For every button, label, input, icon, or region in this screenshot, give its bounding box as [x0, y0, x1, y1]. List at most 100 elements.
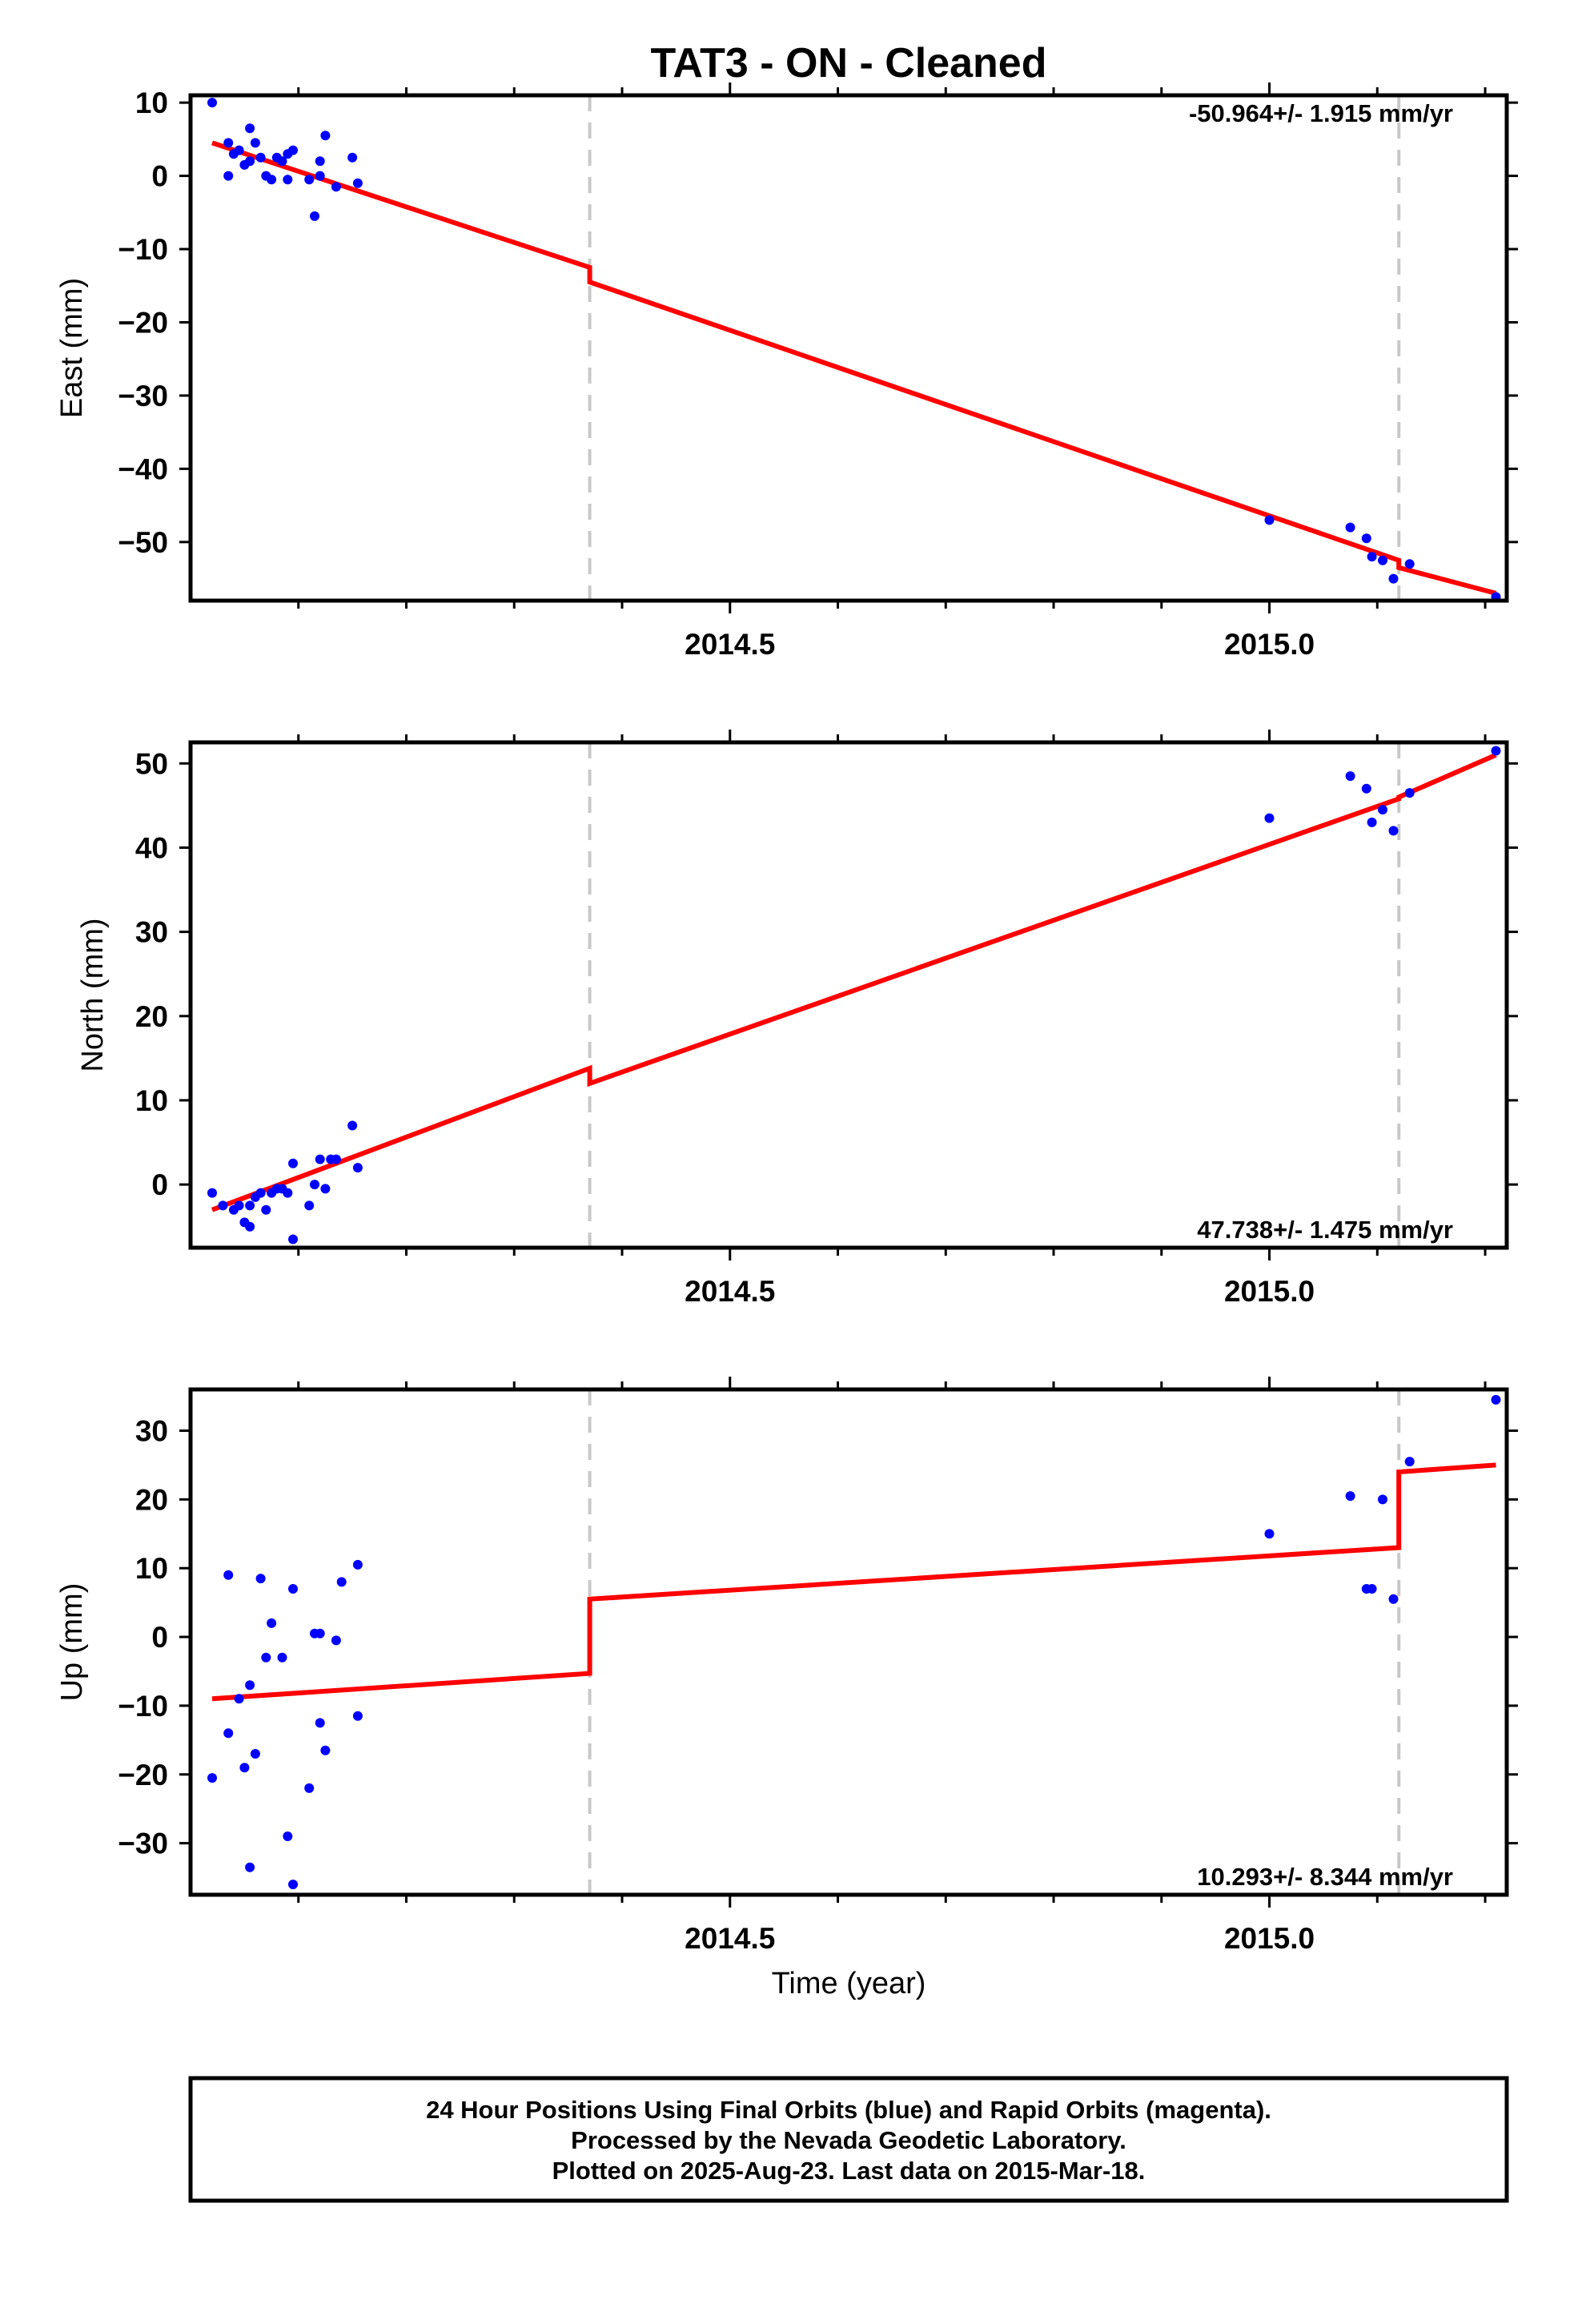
east-data-point — [304, 175, 315, 185]
north-data-point — [234, 1200, 244, 1211]
north-model-line — [211, 753, 1497, 1212]
east-data-point — [1388, 573, 1399, 584]
north-data-point — [310, 1180, 319, 1190]
up-panel: 2014.5 2015.0 30 20 10 0 −10 −20 −30 Up (mm) 10.29… — [55, 1377, 1518, 1955]
up-data-point — [223, 1728, 234, 1739]
north-data-point — [1367, 817, 1377, 827]
east-data-point — [245, 123, 255, 134]
up-data-point — [277, 1652, 287, 1663]
north-panel: 2014.5 2015.0 50 40 30 20 10 0 North (mm) 47.738+… — [76, 730, 1518, 1308]
up-data-point — [1404, 1457, 1415, 1467]
up-data-point — [304, 1783, 315, 1793]
north-data-point — [218, 1200, 228, 1211]
up-data-point — [234, 1694, 244, 1704]
up-data-point — [336, 1577, 347, 1587]
north-data-point — [255, 1188, 266, 1198]
north-y-tick-label: 50 — [135, 747, 168, 780]
north-data-point — [315, 1154, 325, 1164]
x-axis-label: Time (year) — [772, 1967, 926, 2000]
east-data-point — [250, 138, 260, 148]
north-y-tick-label: 30 — [135, 916, 168, 949]
east-data-point — [315, 156, 325, 167]
east-x-tick-label: 2014.5 — [685, 628, 775, 661]
east-data-point — [255, 152, 266, 163]
north-frame — [188, 740, 1509, 1250]
north-data-point — [1404, 788, 1415, 798]
up-data-point — [1388, 1594, 1399, 1604]
up-data-point — [239, 1763, 250, 1773]
up-y-tick-label: −20 — [118, 1759, 168, 1791]
up-rate-label: 10.293+/- 8.344 mm/yr — [1197, 1863, 1453, 1891]
north-y-tick-label: 0 — [151, 1168, 168, 1201]
east-data-point — [288, 145, 298, 155]
east-data-point — [245, 156, 255, 167]
east-y-tick-label: 0 — [151, 160, 168, 193]
east-data-point — [1264, 515, 1275, 525]
east-data-point — [320, 131, 331, 141]
up-data-point — [250, 1749, 260, 1759]
north-data-point — [352, 1163, 363, 1173]
east-data-point — [283, 175, 293, 185]
north-rate-label: 47.738+/- 1.475 mm/yr — [1197, 1216, 1453, 1244]
up-frame — [188, 1387, 1509, 1897]
footer-box: 24 Hour Positions Using Final Orbits (bl… — [188, 2076, 1509, 2203]
up-data-point — [1264, 1529, 1275, 1539]
up-y-tick-label: 20 — [135, 1483, 168, 1516]
up-data-point — [320, 1745, 331, 1755]
north-data-point — [1388, 826, 1399, 836]
east-data-point — [347, 152, 358, 163]
up-y-tick-label: 30 — [135, 1415, 168, 1448]
north-data-point — [245, 1221, 255, 1232]
north-data-point — [207, 1188, 217, 1198]
up-data-point — [245, 1680, 255, 1691]
footer-line-1: 24 Hour Positions Using Final Orbits (bl… — [426, 2096, 1271, 2124]
up-data-point — [1491, 1394, 1501, 1405]
up-x-tick-label: 2014.5 — [685, 1922, 775, 1955]
east-model-line — [211, 140, 1497, 596]
up-data-point — [288, 1880, 298, 1890]
east-y-tick-label: −10 — [118, 233, 168, 266]
east-data-point — [267, 175, 277, 185]
north-data-point — [1361, 783, 1371, 794]
east-y-tick-label: −20 — [118, 306, 168, 339]
up-y-tick-label: −30 — [118, 1827, 168, 1860]
up-y-tick-label: −10 — [118, 1690, 168, 1723]
up-data-point — [267, 1618, 277, 1628]
north-y-tick-label: 40 — [135, 831, 168, 864]
east-rate-label: -50.964+/- 1.915 mm/yr — [1189, 99, 1453, 127]
up-data-point — [255, 1574, 266, 1584]
east-data-point — [277, 156, 287, 167]
up-model-line — [211, 1462, 1496, 1702]
north-data-point — [304, 1200, 315, 1211]
east-frame — [188, 93, 1509, 603]
north-x-tick-label: 2015.0 — [1224, 1275, 1315, 1308]
east-x-tick-label: 2015.0 — [1224, 628, 1315, 661]
up-data-point — [1367, 1584, 1377, 1594]
east-data-point — [1404, 559, 1415, 569]
east-y-tick-label: −50 — [118, 526, 168, 559]
up-data-point — [283, 1831, 293, 1841]
east-y-tick-label: 10 — [135, 86, 168, 119]
north-data-point — [283, 1188, 293, 1198]
north-y-tick-label: 20 — [135, 1000, 168, 1033]
north-data-point — [1491, 746, 1501, 756]
east-panel: 2014.5 2015.0 10 0 −10 −20 −30 −40 −50 East (mm) -… — [55, 82, 1518, 661]
up-y-tick-label: 10 — [135, 1552, 168, 1585]
up-data-point — [1345, 1491, 1355, 1502]
east-data-point — [331, 182, 341, 192]
north-data-point — [1378, 805, 1387, 815]
up-data-point — [315, 1718, 325, 1728]
up-x-tick-label: 2015.0 — [1224, 1922, 1315, 1955]
up-data-point — [352, 1559, 363, 1570]
east-data-point — [234, 145, 244, 155]
east-data-point — [310, 211, 319, 221]
up-data-point — [315, 1628, 325, 1638]
up-data-point — [1378, 1494, 1387, 1505]
north-y-axis-label: North (mm) — [76, 918, 110, 1072]
up-data-point — [331, 1635, 341, 1646]
north-y-tick-label: 10 — [135, 1084, 168, 1117]
east-data-point — [1367, 552, 1377, 562]
east-y-tick-label: −30 — [118, 380, 168, 412]
up-y-tick-label: 0 — [151, 1621, 168, 1654]
